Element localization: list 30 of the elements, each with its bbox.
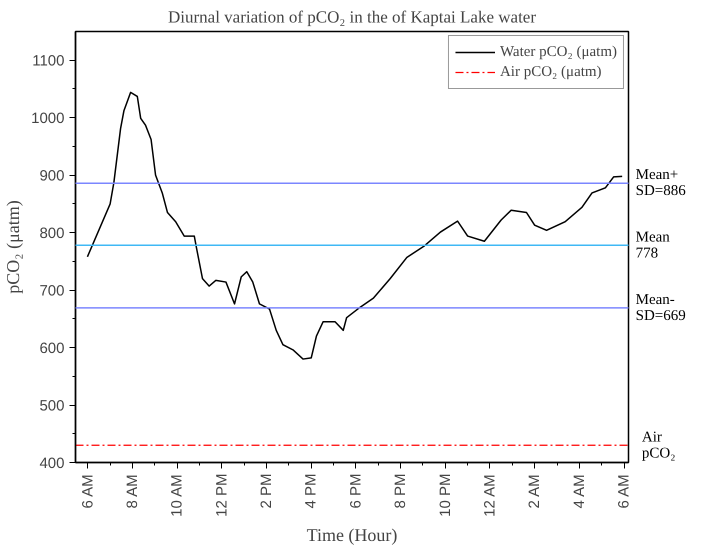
x-tick-label: 4 AM bbox=[570, 474, 588, 509]
y-tick-label: 900 bbox=[39, 168, 65, 185]
chart-title: Diurnal variation of pCO₂ in the of Kaptai Lake water bbox=[168, 8, 536, 26]
x-tick-label: 4 PM bbox=[302, 473, 320, 509]
text: Air pCO₂ bbox=[642, 429, 676, 462]
y-tick-label: 1100 bbox=[32, 52, 65, 70]
y-tick-label: 400 bbox=[39, 455, 65, 472]
x-tick-label: 10 AM bbox=[168, 474, 186, 517]
x-tick-label: 6 PM bbox=[347, 473, 364, 509]
x-tick-label: 8 AM bbox=[124, 474, 141, 509]
y-tick-label: 1000 bbox=[31, 110, 65, 128]
x-tick-label: 2 AM bbox=[526, 474, 544, 509]
y-axis-title: pCO₂ (μatm) bbox=[3, 200, 24, 294]
x-axis-title: Time (Hour) bbox=[306, 524, 398, 545]
x-tick-label: 12 PM bbox=[213, 473, 230, 517]
x-tick-label: 6 AM bbox=[616, 474, 632, 509]
x-tick-label: 2 PM bbox=[258, 473, 276, 509]
legend-label: Air pCO₂ (μatm) bbox=[500, 64, 602, 80]
x-tick-label: 6 AM bbox=[79, 474, 96, 509]
y-tick-label: 500 bbox=[39, 398, 65, 415]
legend-label: Water pCO₂ (μatm) bbox=[500, 44, 617, 60]
ref-line-label: Mean 778 bbox=[636, 229, 670, 262]
x-tick-label: 12 AM bbox=[481, 474, 498, 517]
ref-line-label: Mean+ SD=886 bbox=[636, 167, 686, 200]
x-tick-label: 10 PM bbox=[436, 473, 454, 517]
y-tick-label: 600 bbox=[39, 340, 65, 358]
ref-line-label: Mean- SD=669 bbox=[636, 292, 686, 324]
y-tick-label: 700 bbox=[39, 282, 65, 300]
y-tick-label: 800 bbox=[39, 225, 65, 242]
x-tick-label: 8 PM bbox=[392, 473, 410, 509]
